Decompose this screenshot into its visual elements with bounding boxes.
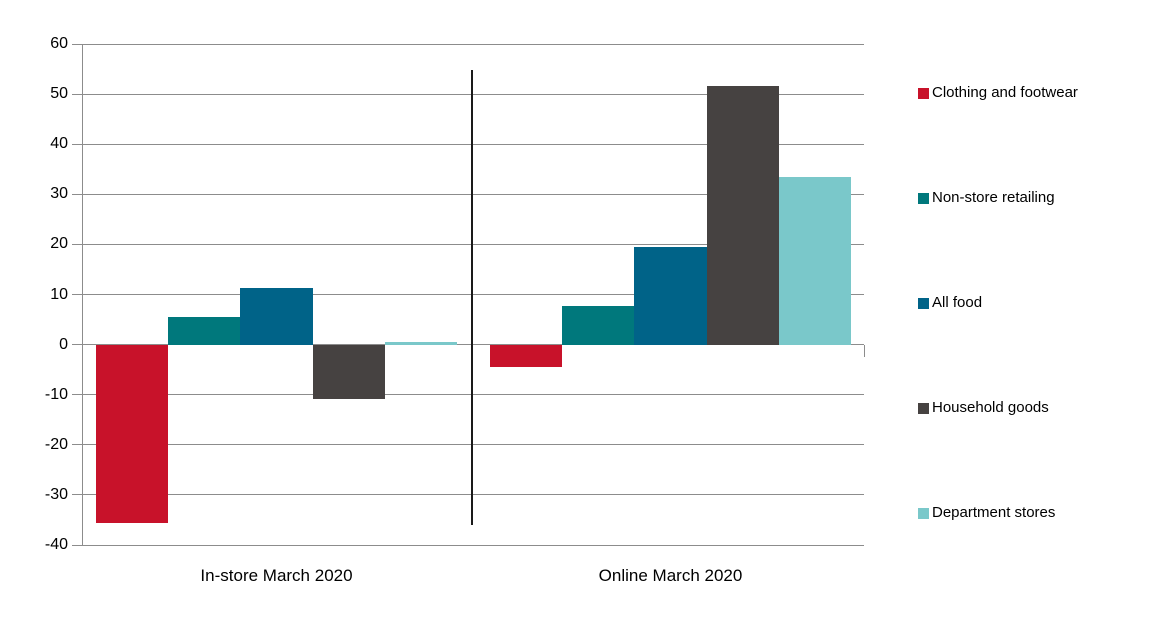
y-axis-tick [72,43,82,45]
y-axis-tick-label: 10 [50,285,68,303]
y-axis-tick-label: 30 [50,185,68,203]
y-axis-line [82,44,83,545]
y-axis-tick [72,544,82,546]
gridline [82,43,864,45]
legend-item-clothing-and-footwear: Clothing and footwear [918,84,1078,102]
legend-swatch-all-food [918,297,929,309]
legend-label: Non-store retailing [932,189,1055,206]
bar-household-goods-in-store-march-2020 [312,344,385,399]
y-axis-tick-label: -10 [44,385,68,403]
y-axis-tick-label: 60 [50,35,68,52]
y-axis-tick [72,444,82,446]
x-axis-end-tick [864,344,865,357]
gridline [82,243,864,245]
bar-all-food-online-march-2020 [634,246,707,345]
y-axis-tick [72,294,82,295]
group-separator-line [471,70,473,525]
legend-label: Department stores [932,504,1056,521]
y-axis-tick [72,394,82,396]
gridline [82,394,864,396]
x-axis-category-label: In-store March 2020 [200,566,353,585]
y-axis-tick [72,494,82,496]
y-axis-tick-label: 0 [59,335,68,353]
legend-swatch-non-store-retailing [918,192,929,204]
bar-clothing-and-footwear-online-march-2020 [490,344,563,367]
y-axis-tick-label: -20 [44,435,68,453]
gridline [82,193,864,195]
y-axis-tick-label: 20 [50,235,68,253]
x-axis-category-label: Online March 2020 [598,566,743,585]
bar-all-food-in-store-march-2020 [240,288,313,345]
legend-item-all-food: All food [918,294,982,312]
bar-department-stores-online-march-2020 [778,176,851,345]
y-axis-tick [72,93,82,95]
y-axis-tick [72,243,82,245]
gridline [82,344,864,346]
y-axis-tick [72,193,82,195]
gridline [82,494,864,496]
bar-clothing-and-footwear-in-store-march-2020 [96,344,169,524]
legend-label: Household goods [932,399,1049,416]
legend-swatch-department-stores [918,507,929,519]
bar-non-store-retailing-online-march-2020 [562,305,635,345]
gridline [82,143,864,145]
legend-item-household-goods: Household goods [918,399,1049,417]
bar-household-goods-online-march-2020 [706,86,779,345]
legend-label: Clothing and footwear [932,84,1078,101]
y-axis-tick-label: 50 [50,85,68,103]
gridline [82,544,864,546]
gridline [82,294,864,295]
legend-item-department-stores: Department stores [918,504,1055,522]
y-axis-tick-label: -30 [44,485,68,503]
y-axis-tick [72,344,82,346]
bar-non-store-retailing-in-store-march-2020 [168,316,241,345]
legend-swatch-clothing-and-footwear [918,87,929,99]
bar-department-stores-in-store-march-2020 [384,342,457,345]
legend-label: All food [932,294,983,311]
legend-swatch-household-goods [918,402,929,414]
y-axis-tick-label: -40 [44,536,68,553]
legend-item-non-store-retailing: Non-store retailing [918,189,1055,207]
y-axis-tick-label: 40 [50,135,68,153]
y-axis-tick [72,143,82,145]
gridline [82,93,864,95]
gridline [82,444,864,446]
